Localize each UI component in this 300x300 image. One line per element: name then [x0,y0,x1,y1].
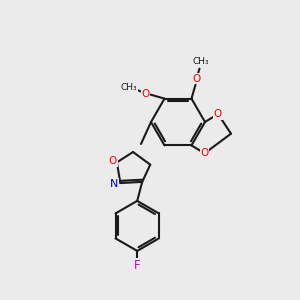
Text: CH₃: CH₃ [192,57,209,66]
Text: O: O [214,109,222,119]
Text: CH₃: CH₃ [120,83,137,92]
Text: O: O [192,74,201,84]
Text: N: N [110,179,118,189]
Text: O: O [141,88,150,99]
Text: F: F [134,260,140,272]
Text: O: O [109,156,117,166]
Text: O: O [200,148,208,158]
